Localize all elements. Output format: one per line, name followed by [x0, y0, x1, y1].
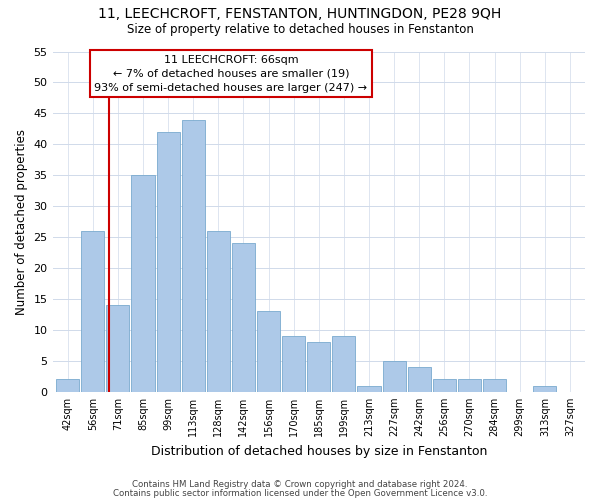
X-axis label: Distribution of detached houses by size in Fenstanton: Distribution of detached houses by size … — [151, 444, 487, 458]
Text: Contains public sector information licensed under the Open Government Licence v3: Contains public sector information licen… — [113, 488, 487, 498]
Bar — [533, 386, 556, 392]
Text: 11 LEECHCROFT: 66sqm
← 7% of detached houses are smaller (19)
93% of semi-detach: 11 LEECHCROFT: 66sqm ← 7% of detached ho… — [94, 54, 367, 92]
Bar — [232, 244, 255, 392]
Bar — [282, 336, 305, 392]
Bar — [458, 380, 481, 392]
Bar — [182, 120, 205, 392]
Bar — [56, 380, 79, 392]
Bar — [383, 361, 406, 392]
Text: 11, LEECHCROFT, FENSTANTON, HUNTINGDON, PE28 9QH: 11, LEECHCROFT, FENSTANTON, HUNTINGDON, … — [98, 8, 502, 22]
Text: Size of property relative to detached houses in Fenstanton: Size of property relative to detached ho… — [127, 22, 473, 36]
Bar — [131, 175, 155, 392]
Bar — [407, 367, 431, 392]
Bar — [81, 231, 104, 392]
Bar — [207, 231, 230, 392]
Bar — [106, 305, 130, 392]
Bar — [307, 342, 331, 392]
Bar — [157, 132, 179, 392]
Bar — [358, 386, 380, 392]
Y-axis label: Number of detached properties: Number of detached properties — [15, 128, 28, 314]
Bar — [483, 380, 506, 392]
Bar — [433, 380, 456, 392]
Bar — [332, 336, 355, 392]
Bar — [257, 312, 280, 392]
Text: Contains HM Land Registry data © Crown copyright and database right 2024.: Contains HM Land Registry data © Crown c… — [132, 480, 468, 489]
